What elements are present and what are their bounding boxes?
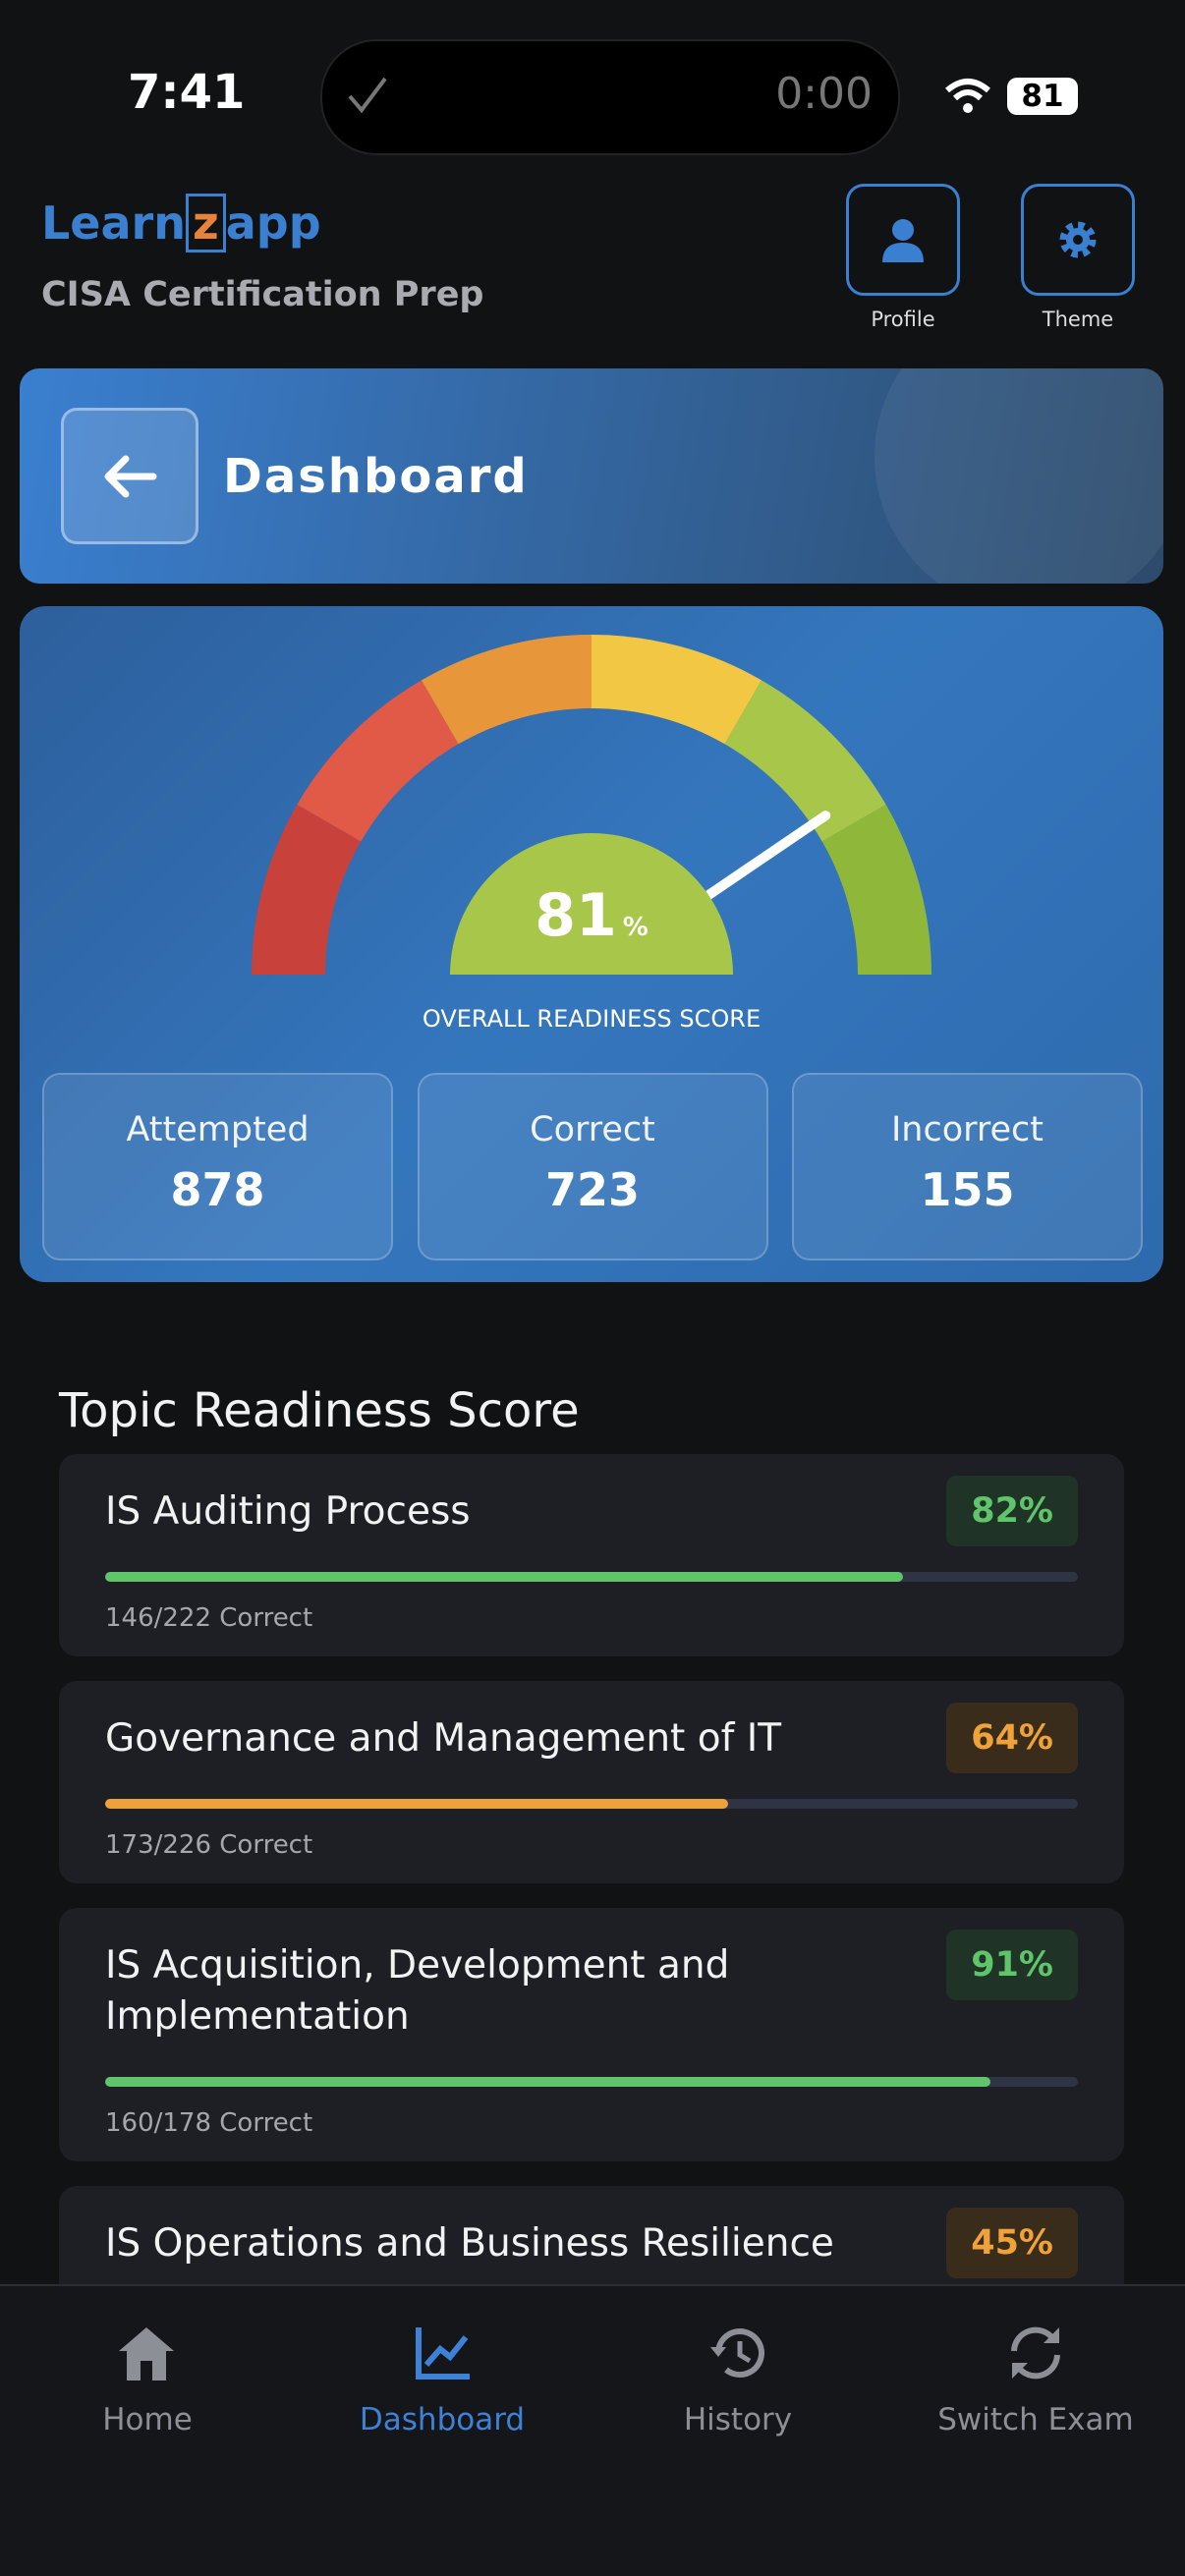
nav-home[interactable]: Home [102,2402,193,2437]
theme-icon [1059,221,1097,258]
stat-box: Incorrect 155 [792,1073,1143,1260]
button-label: Theme [1042,308,1114,331]
stat-label: Correct [530,1110,655,1149]
banner: Dashboard [20,368,1163,584]
progress-bar [105,1572,903,1582]
gauge-segment [297,680,459,842]
history-icon [710,2328,764,2379]
topic-caption: 146/222 Correct [105,1603,313,1633]
topic-card: Governance and Management of IT 64% 173/22… [59,1681,1124,1883]
button-label: Profile [871,308,935,331]
logo-part: Learn [41,196,186,250]
stat-label: Attempted [126,1110,310,1149]
nav-history[interactable]: History [683,2402,793,2437]
gauge-segment [422,635,592,745]
wifi-icon [945,79,990,113]
stat-label: Incorrect [890,1110,1044,1149]
profile-icon [882,219,924,262]
stat-value: 878 [170,1163,265,1216]
topic-list: IS Auditing Process 82% 146/222 Correct Gov… [59,1454,1124,2335]
gauge-segment [592,635,762,745]
nav-switch-exam[interactable]: Switch Exam [937,2402,1134,2437]
gauge-hub [450,833,733,975]
stat-value: 723 [544,1163,641,1216]
topic-card: IS Auditing Process 82% 146/222 Correct [59,1454,1124,1656]
status-time: 7:41 [128,65,246,120]
bottom-nav: Home Dashboard History Switch Exam [0,2284,1185,2576]
progress-track [105,2077,1078,2087]
back-button[interactable] [61,408,198,544]
gauge-number: 81 [535,881,617,950]
topic-name: IS Operations and Business Resilience [105,2221,834,2266]
gauge-label: OVERALL READINESS SCORE [423,1005,761,1033]
progress-track [105,1799,1078,1809]
topic-card: IS Acquisition, Development and Implemen… [59,1908,1124,2161]
gauge-unit: % [623,913,649,942]
logo-part: z [185,194,226,252]
home-icon [119,2327,174,2380]
stats-row: Attempted 878 Correct 723 Incorrect 155 [42,1073,1143,1260]
check-icon [348,77,387,114]
logo: Learn z app [41,194,321,252]
gauge-segment [724,680,886,842]
back-icon [104,455,157,497]
topic-badge: 64% [946,1703,1078,1773]
topic-caption: 160/178 Correct [105,2108,313,2138]
topic-name: Governance and Management of IT [105,1716,782,1761]
gauge-segment [821,805,931,975]
section-title: Topic Readiness Score [59,1383,580,1438]
logo-part: app [225,196,321,250]
topic-caption: 173/226 Correct [105,1830,313,1860]
stat-box: Correct 723 [417,1073,768,1260]
progress-track [105,1572,1078,1582]
gauge-needle [698,811,831,904]
gauge-value: 81% [535,881,649,950]
stat-value: 155 [920,1163,1015,1216]
timer: 0:00 [775,69,873,119]
theme-button[interactable] [1021,184,1135,296]
progress-bar [105,2077,990,2087]
dashboard-icon [416,2327,470,2380]
switch-icon [1011,2326,1060,2380]
battery: 81 [1007,78,1078,115]
topic-name: IS Auditing Process [105,1489,471,1534]
dynamic-island: 0:00 [320,39,900,155]
profile-button[interactable] [846,184,960,296]
stat-box: Attempted 878 [42,1073,393,1260]
topic-badge: 91% [946,1930,1078,2000]
gauge: 81 % OVERALL READINESS SCORE [252,635,931,1033]
gauge-segment [252,805,362,975]
subtitle: CISA Certification Prep [41,275,484,314]
topic-name: IS Acquisition, Development and Implemen… [105,1943,730,2039]
banner-title: Dashboard [223,449,529,504]
progress-bar [105,1799,728,1809]
topic-badge: 82% [946,1476,1078,1546]
nav-dashboard[interactable]: Dashboard [359,2402,526,2437]
topic-badge: 45% [946,2208,1078,2278]
